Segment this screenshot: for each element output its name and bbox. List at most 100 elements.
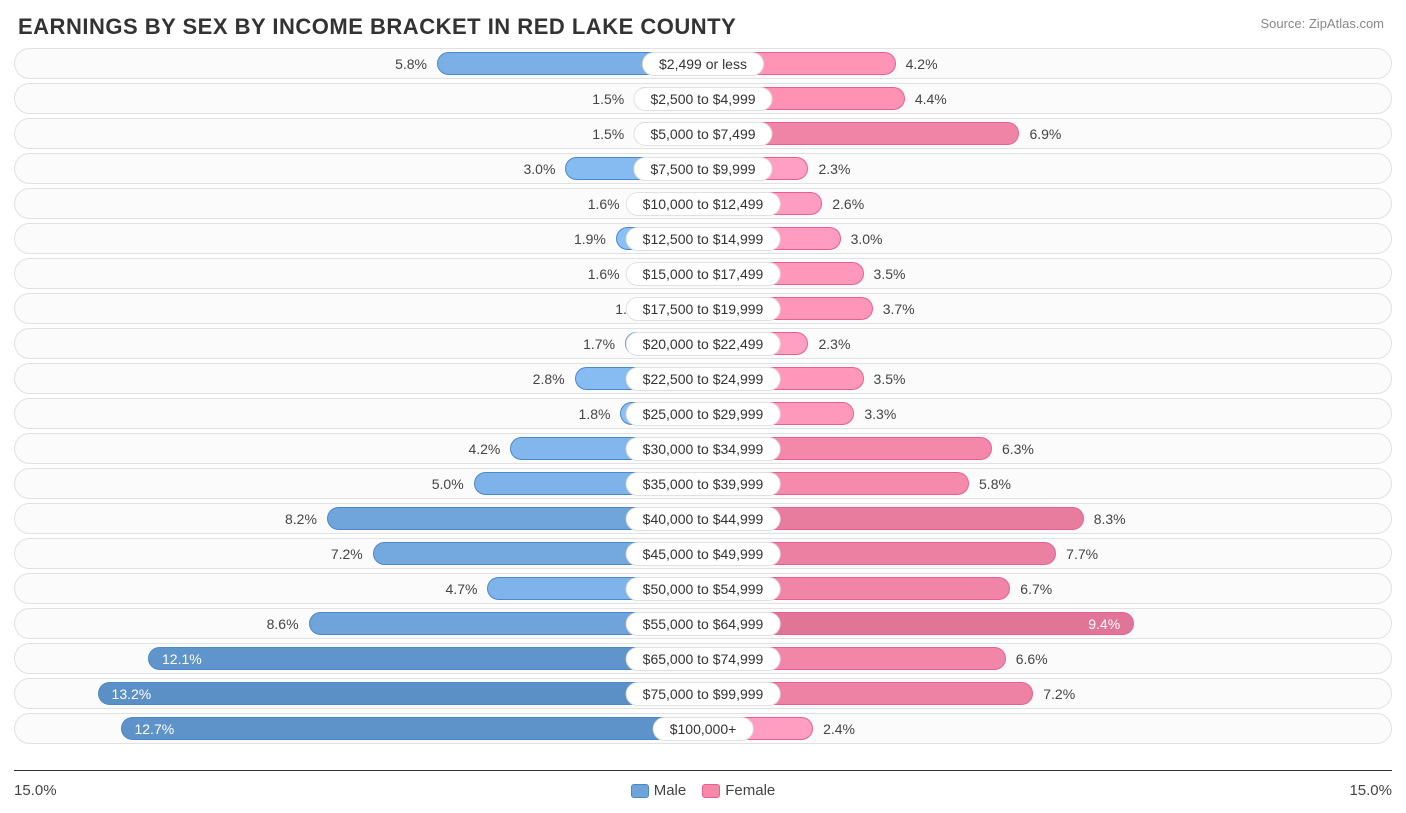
row-track: 1.5% 4.4% $2,500 to $4,999 (14, 83, 1392, 114)
category-pill: $2,499 or less (642, 52, 764, 76)
female-value: 3.0% (841, 231, 883, 247)
male-value: 1.6% (588, 196, 630, 212)
row-track: 1.6%2.6%$10,000 to $12,499 (14, 188, 1392, 219)
category-pill: $20,000 to $22,499 (626, 332, 781, 356)
category-pill: $17,500 to $19,999 (626, 297, 781, 321)
chart-title: EARNINGS BY SEX BY INCOME BRACKET IN RED… (0, 0, 1406, 40)
male-value: 5.0% (432, 476, 474, 492)
chart-row: 7.2%7.7%$45,000 to $49,999 (14, 538, 1392, 569)
category-pill: $15,000 to $17,499 (626, 262, 781, 286)
male-value: 1.7% (583, 336, 625, 352)
legend-male-label: Male (654, 782, 687, 799)
legend: Male Female (631, 782, 776, 799)
male-value: 13.2% (98, 686, 152, 702)
chart-row: 5.8% 4.2% $2,499 or less (14, 48, 1392, 79)
female-value: 2.4% (813, 721, 855, 737)
category-pill: $45,000 to $49,999 (626, 542, 781, 566)
male-value: 8.6% (267, 616, 309, 632)
male-value: 2.8% (533, 371, 575, 387)
chart-row: 8.6%9.4%$55,000 to $64,999 (14, 608, 1392, 639)
male-value: 1.9% (574, 231, 616, 247)
category-pill: $25,000 to $29,999 (626, 402, 781, 426)
chart-area: 5.8% 4.2% $2,499 or less 1.5% 4.4% $2,500 to … (14, 48, 1392, 771)
row-track: 3.0% 2.3% $7,500 to $9,999 (14, 153, 1392, 184)
male-value: 12.7% (120, 721, 174, 737)
legend-female: Female (702, 782, 775, 799)
category-pill: $30,000 to $34,999 (626, 437, 781, 461)
female-value: 3.3% (854, 406, 896, 422)
female-value: 6.6% (1006, 651, 1048, 667)
male-value: 1.5% (592, 91, 634, 107)
female-value: 7.2% (1033, 686, 1075, 702)
category-pill: $40,000 to $44,999 (626, 507, 781, 531)
female-value: 4.4% (905, 91, 947, 107)
male-value: 8.2% (285, 511, 327, 527)
female-swatch (702, 784, 720, 798)
row-track: 2.8% 3.5% $22,500 to $24,999 (14, 363, 1392, 394)
chart-row: 1.5%6.9%$5,000 to $7,499 (14, 118, 1392, 149)
category-pill: $35,000 to $39,999 (626, 472, 781, 496)
row-track: 1.6% 3.5% $15,000 to $17,499 (14, 258, 1392, 289)
chart-row: 1.6%2.6%$10,000 to $12,499 (14, 188, 1392, 219)
chart-row: 4.7% 6.7% $50,000 to $54,999 (14, 573, 1392, 604)
legend-female-label: Female (725, 782, 775, 799)
row-track: 4.2%6.3%$30,000 to $34,999 (14, 433, 1392, 464)
female-value: 3.5% (864, 371, 906, 387)
female-value: 6.7% (1010, 581, 1052, 597)
row-track: 4.7% 6.7% $50,000 to $54,999 (14, 573, 1392, 604)
female-value: 2.3% (808, 161, 850, 177)
chart-row: 13.2% 7.2% $75,000 to $99,999 (14, 678, 1392, 709)
category-pill: $10,000 to $12,499 (626, 192, 781, 216)
chart-footer: 15.0% Male Female 15.0% (14, 775, 1392, 805)
legend-male: Male (631, 782, 687, 799)
category-pill: $100,000+ (653, 717, 754, 741)
male-value: 12.1% (148, 651, 202, 667)
source-attribution: Source: ZipAtlas.com (1260, 16, 1384, 31)
row-track: 1.0%3.7%$17,500 to $19,999 (14, 293, 1392, 324)
male-swatch (631, 784, 649, 798)
category-pill: $22,500 to $24,999 (626, 367, 781, 391)
row-track: 12.1% 6.6% $65,000 to $74,999 (14, 643, 1392, 674)
category-pill: $65,000 to $74,999 (626, 647, 781, 671)
chart-row: 12.7% 2.4% $100,000+ (14, 713, 1392, 744)
female-value: 8.3% (1084, 511, 1126, 527)
chart-row: 3.0% 2.3% $7,500 to $9,999 (14, 153, 1392, 184)
male-value: 4.7% (446, 581, 488, 597)
row-track: 5.8% 4.2% $2,499 or less (14, 48, 1392, 79)
row-track: 5.0% 5.8% $35,000 to $39,999 (14, 468, 1392, 499)
row-track: 1.5%6.9%$5,000 to $7,499 (14, 118, 1392, 149)
female-value: 5.8% (969, 476, 1011, 492)
chart-row: 5.0% 5.8% $35,000 to $39,999 (14, 468, 1392, 499)
female-value: 9.4% (1088, 616, 1134, 632)
category-pill: $7,500 to $9,999 (633, 157, 772, 181)
male-value: 1.6% (588, 266, 630, 282)
category-pill: $5,000 to $7,499 (633, 122, 772, 146)
chart-row: 1.0%3.7%$17,500 to $19,999 (14, 293, 1392, 324)
axis-right-label: 15.0% (1349, 782, 1392, 799)
chart-row: 4.2%6.3%$30,000 to $34,999 (14, 433, 1392, 464)
male-value: 5.8% (395, 56, 437, 72)
category-pill: $50,000 to $54,999 (626, 577, 781, 601)
female-value: 3.5% (864, 266, 906, 282)
female-value: 3.7% (873, 301, 915, 317)
chart-row: 12.1% 6.6% $65,000 to $74,999 (14, 643, 1392, 674)
chart-row: 1.7% 2.3% $20,000 to $22,499 (14, 328, 1392, 359)
male-value: 1.5% (592, 126, 634, 142)
male-value: 7.2% (331, 546, 373, 562)
category-pill: $75,000 to $99,999 (626, 682, 781, 706)
male-value: 1.8% (579, 406, 621, 422)
axis-left-label: 15.0% (14, 782, 57, 799)
chart-row: 1.5% 4.4% $2,500 to $4,999 (14, 83, 1392, 114)
female-value: 4.2% (896, 56, 938, 72)
category-pill: $2,500 to $4,999 (633, 87, 772, 111)
male-value: 3.0% (523, 161, 565, 177)
male-value: 4.2% (468, 441, 510, 457)
chart-row: 1.8% 3.3% $25,000 to $29,999 (14, 398, 1392, 429)
chart-row: 1.9%3.0%$12,500 to $14,999 (14, 223, 1392, 254)
male-bar (148, 647, 703, 670)
row-track: 7.2%7.7%$45,000 to $49,999 (14, 538, 1392, 569)
male-bar (121, 717, 704, 740)
chart-row: 2.8% 3.5% $22,500 to $24,999 (14, 363, 1392, 394)
female-value: 2.3% (808, 336, 850, 352)
row-track: 1.7% 2.3% $20,000 to $22,499 (14, 328, 1392, 359)
